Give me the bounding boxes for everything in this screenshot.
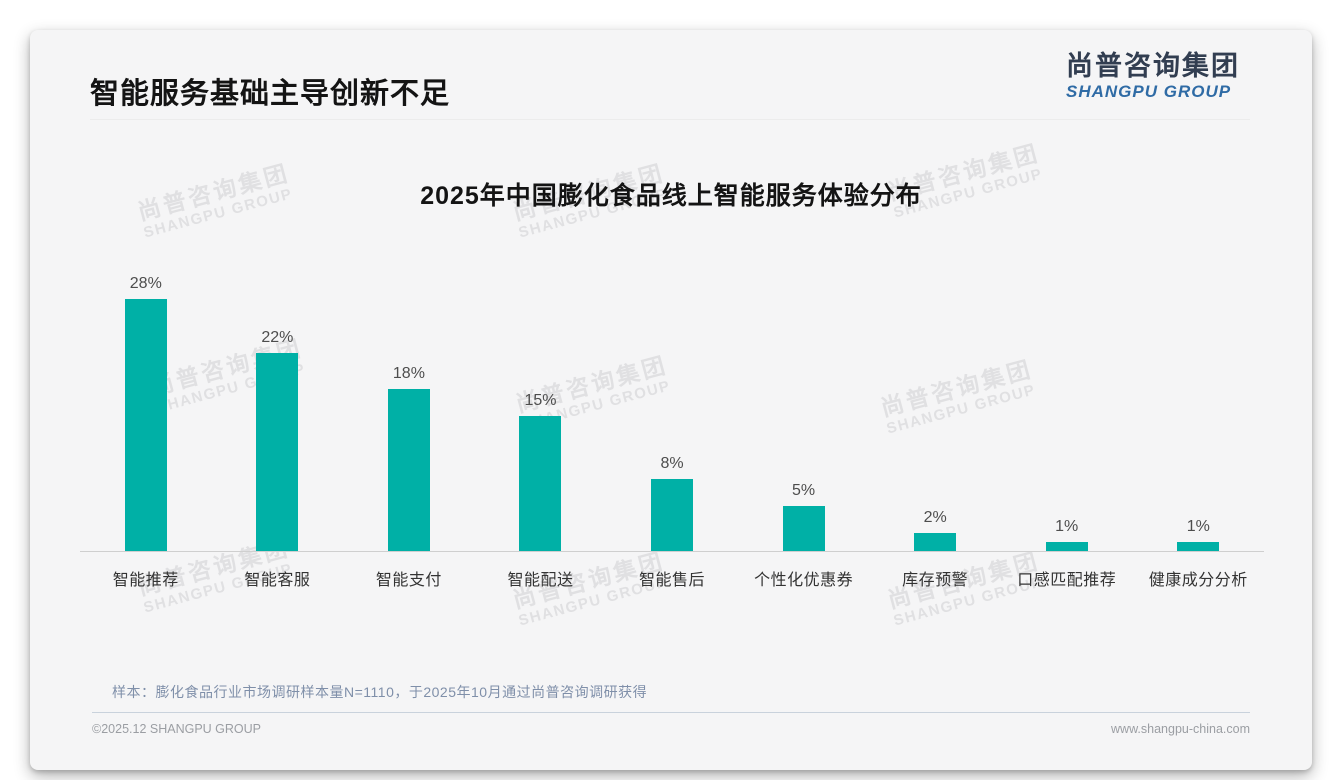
bar-category-label: 智能支付 <box>375 572 442 589</box>
bar-column: 22% <box>212 329 344 551</box>
bar-category-label: 智能推荐 <box>112 572 179 589</box>
bar-value-label: 8% <box>660 455 684 472</box>
bar <box>914 533 957 551</box>
bar <box>256 353 299 551</box>
bar-column: 1% <box>1001 518 1133 551</box>
bar-value-label: 1% <box>1055 518 1079 535</box>
bar-column: 15% <box>475 392 607 551</box>
bar-column: 8% <box>606 455 738 551</box>
logo-chinese-text: 尚普咨询集团 <box>1066 51 1240 81</box>
bar <box>651 479 694 551</box>
bar-value-label: 5% <box>792 482 816 499</box>
bar <box>124 299 167 551</box>
bar-category-label: 健康成分分析 <box>1148 572 1248 589</box>
bar-column: 28% <box>80 275 212 551</box>
bar-value-label: 28% <box>129 275 162 292</box>
bar-column: 18% <box>343 365 475 551</box>
bar-column: 1% <box>1133 518 1265 551</box>
bar <box>1177 542 1220 551</box>
sample-footnote: 样本：膨化食品行业市场调研样本量N=1110，于2025年10月通过尚普咨询调研… <box>112 684 648 700</box>
bar-value-label: 15% <box>524 392 557 409</box>
slide-card: 尚普咨询集团 SHANGPU GROUP 尚普咨询集团 SHANGPU GROUP 尚普… <box>30 30 1312 770</box>
company-logo: 尚普咨询集团 SHANGPU GROUP <box>1066 51 1240 101</box>
bar <box>1045 542 1088 551</box>
bar-category-label: 智能售后 <box>639 572 706 589</box>
bar-category-label: 智能配送 <box>507 572 574 589</box>
bar <box>519 416 562 551</box>
bar-value-label: 2% <box>923 509 947 526</box>
bar-value-label: 18% <box>392 365 425 382</box>
chart-title: 2025年中国膨化食品线上智能服务体验分布 <box>420 182 922 210</box>
bar-column: 5% <box>738 482 870 551</box>
footer-website: www.shangpu-china.com <box>1111 722 1250 736</box>
logo-english-text: SHANGPU GROUP <box>1066 81 1232 101</box>
title-divider <box>90 119 1250 120</box>
bar-value-label: 1% <box>1186 518 1210 535</box>
bar-category-label: 个性化优惠券 <box>754 572 854 589</box>
plot-area: 28% 22% 18% 15% 8% 5% 2% 1% 1% <box>80 264 1264 551</box>
category-row: 智能推荐 智能客服 智能支付 智能配送 智能售后 个性化优惠券 库存预警 口感匹配推荐 健康成分… <box>80 566 1264 590</box>
page-title: 智能服务基础主导创新不足 <box>90 78 451 110</box>
bar-category-label: 口感匹配推荐 <box>1017 572 1117 589</box>
footer-divider <box>92 712 1250 713</box>
bar <box>387 389 430 551</box>
bar-category-label: 智能客服 <box>244 572 311 589</box>
footer-copyright: ©2025.12 SHANGPU GROUP <box>92 722 261 736</box>
bar-column: 2% <box>869 509 1001 551</box>
x-axis-line <box>80 551 1264 552</box>
bar-value-label: 22% <box>261 329 294 346</box>
bar <box>782 506 825 551</box>
bar-category-label: 库存预警 <box>902 572 969 589</box>
